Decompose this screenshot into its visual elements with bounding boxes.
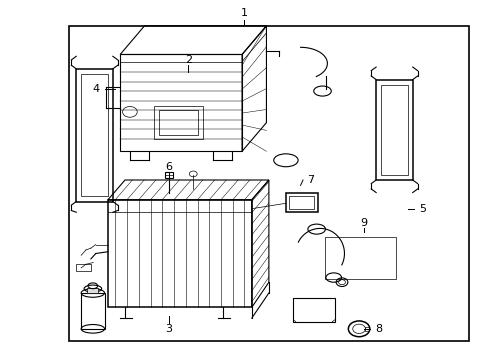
Bar (108, 200, 251, 307)
Text: 8: 8 (374, 324, 382, 334)
Bar (365, 327, 368, 331)
Bar (69, 26, 468, 341)
Bar (285, 193, 317, 212)
Bar (81, 293, 104, 329)
Bar (87, 288, 98, 293)
Text: 7: 7 (306, 175, 313, 185)
Bar (164, 172, 172, 178)
Text: 5: 5 (418, 204, 425, 214)
Text: 3: 3 (165, 324, 172, 334)
Text: 9: 9 (360, 218, 367, 228)
Text: 2: 2 (184, 55, 192, 65)
Bar (159, 110, 198, 135)
Bar (76, 264, 91, 271)
Text: 1: 1 (241, 8, 247, 18)
Text: 4: 4 (92, 84, 99, 94)
Bar (154, 107, 203, 139)
Bar (81, 74, 108, 196)
Bar (375, 80, 412, 180)
Text: 6: 6 (165, 162, 172, 172)
Bar (293, 298, 334, 321)
Bar (380, 85, 407, 175)
Bar (120, 54, 242, 151)
Bar (76, 69, 113, 202)
Bar (325, 237, 395, 279)
Bar (289, 196, 313, 210)
